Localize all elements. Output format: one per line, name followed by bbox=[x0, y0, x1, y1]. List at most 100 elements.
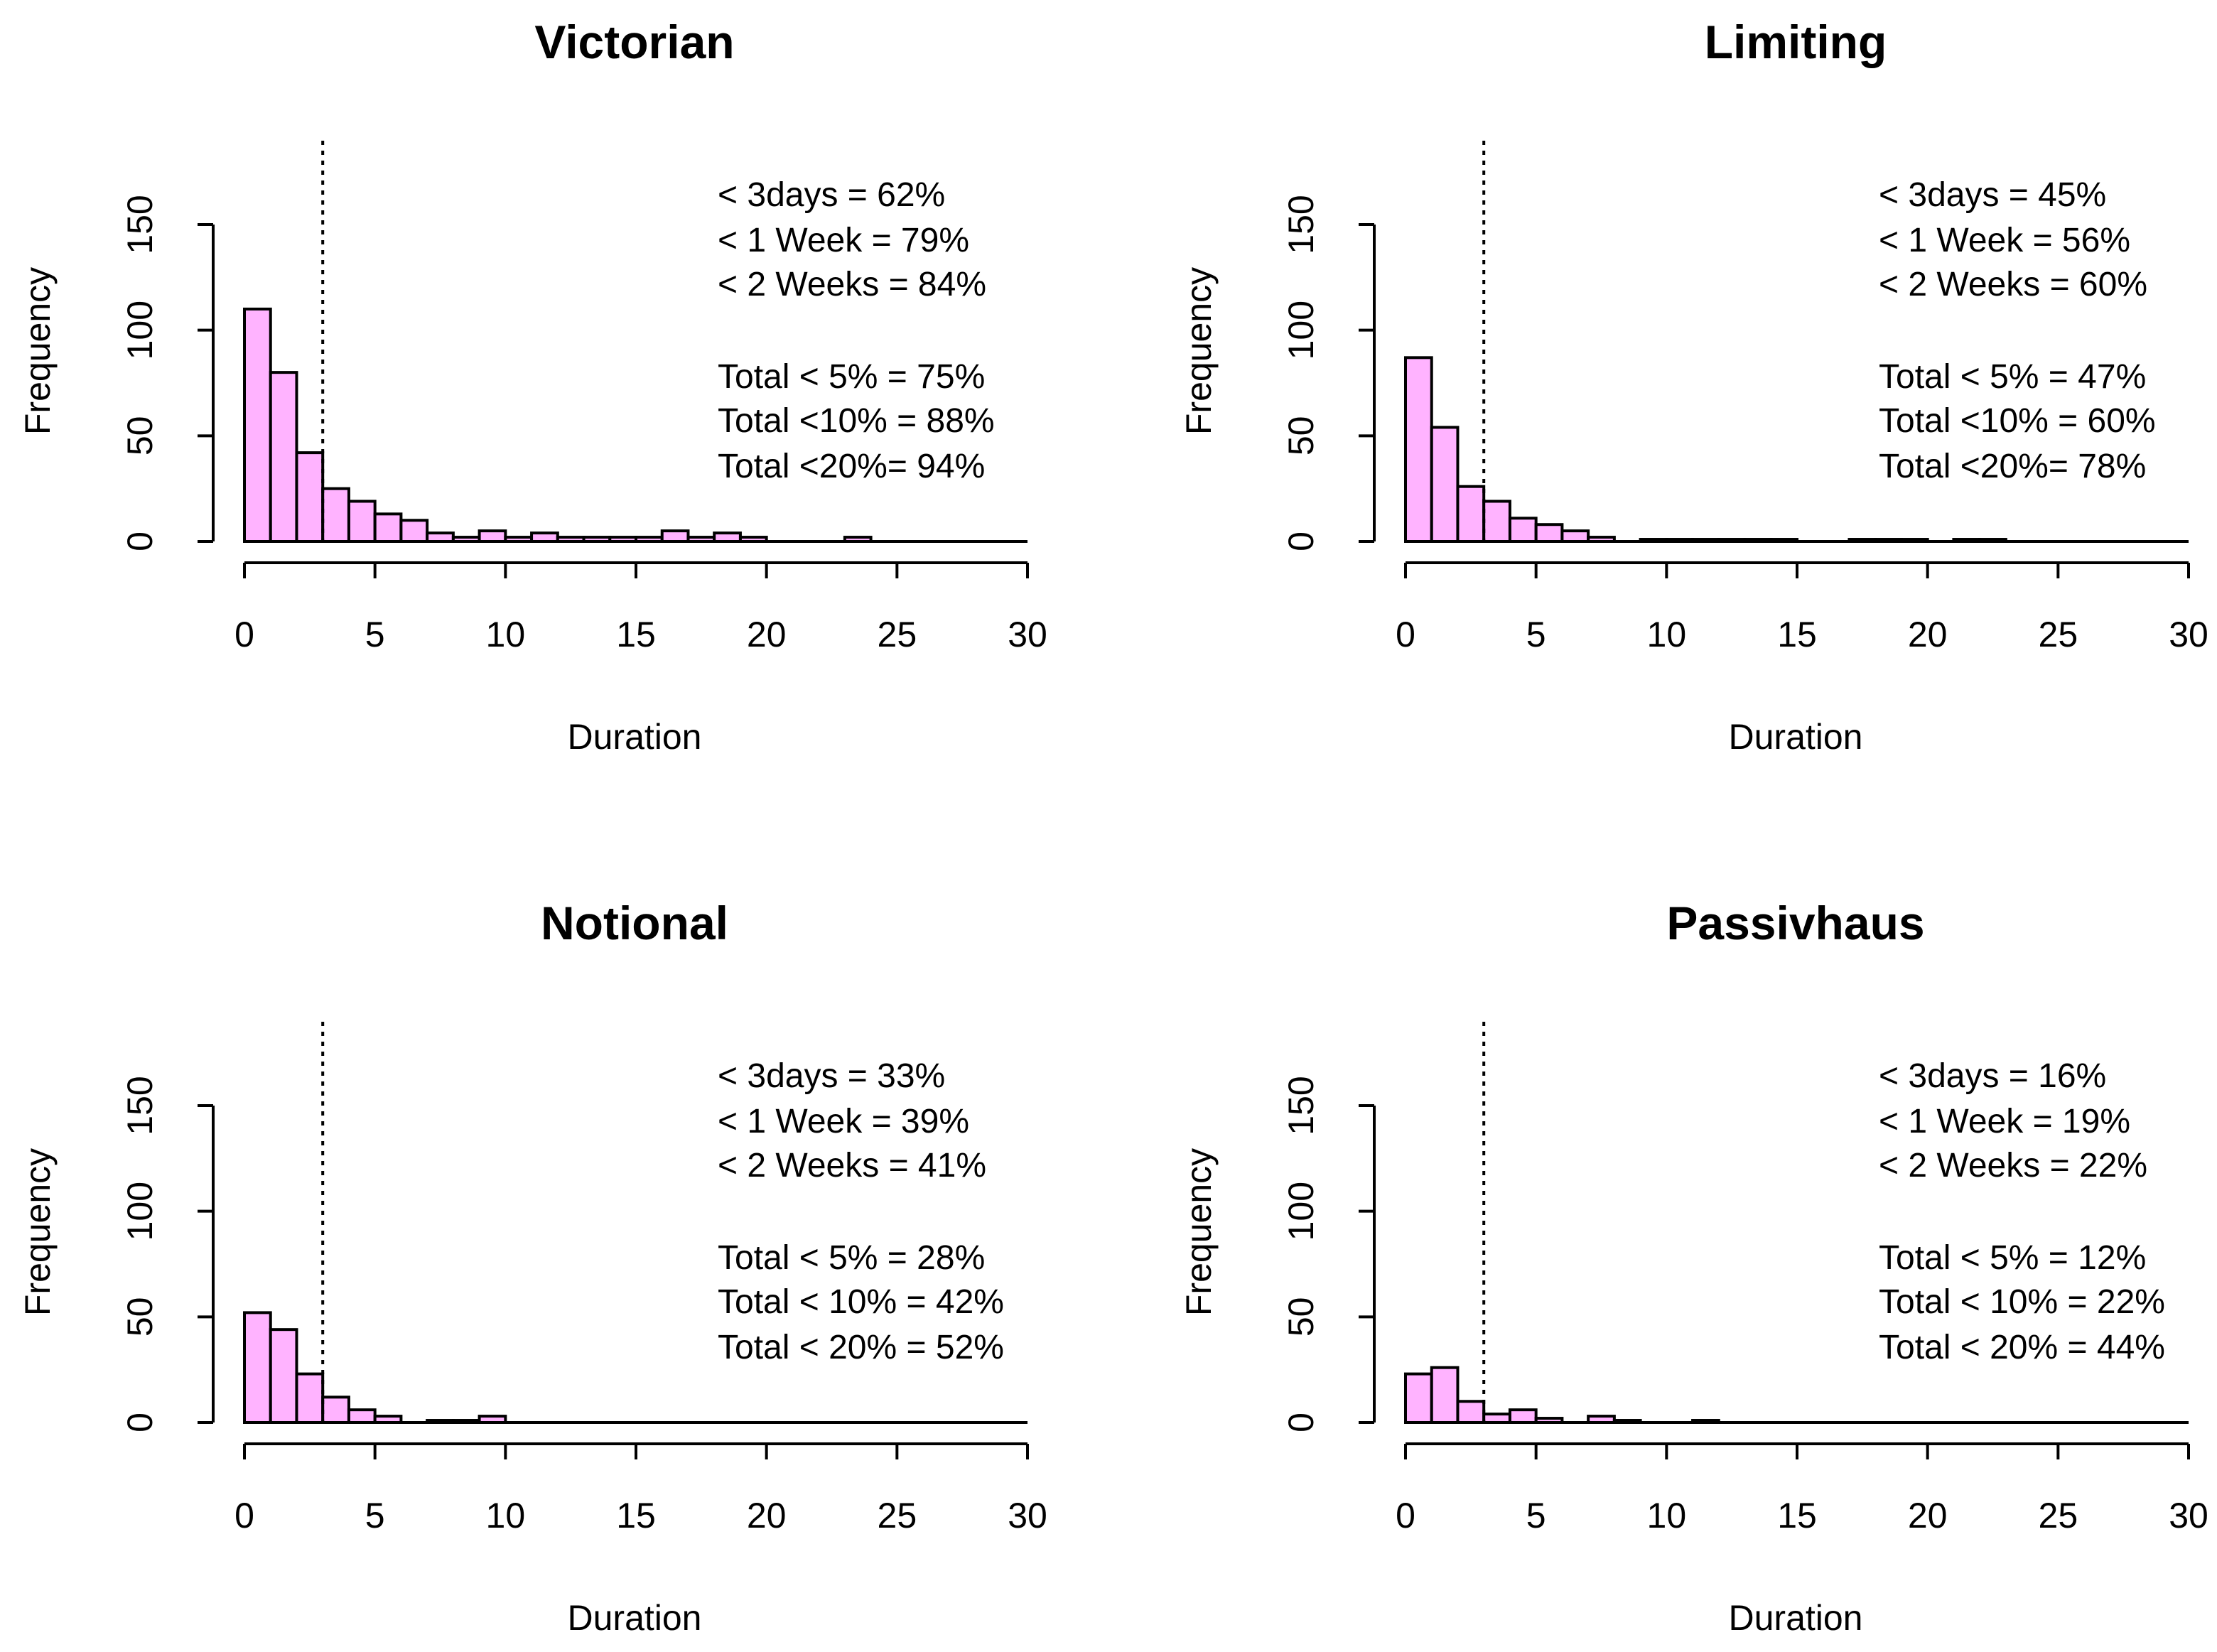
x-tick-label: 10 bbox=[1647, 1496, 1687, 1535]
y-tick-label: 100 bbox=[120, 1182, 160, 1241]
x-tick-label: 15 bbox=[616, 615, 656, 654]
annotation-text: Total < 10% = 42% bbox=[718, 1283, 1004, 1321]
histogram-bar bbox=[269, 1328, 298, 1424]
y-axis-label: Frequency bbox=[18, 1148, 58, 1316]
histogram-panel: Limiting 0 5 10 15 20 25 30 Duration 0 50 100 150 Fre… bbox=[1179, 16, 2208, 757]
histogram-bar bbox=[1456, 485, 1486, 544]
x-tick-label: 0 bbox=[1396, 1496, 1415, 1535]
histogram-bar bbox=[295, 1372, 325, 1425]
histogram-bar bbox=[1534, 523, 1564, 543]
histogram-panel: Notional 0 5 10 15 20 25 30 Duration 0 50 100 150 Fre… bbox=[18, 897, 1047, 1638]
chart-title: Victorian bbox=[534, 16, 734, 68]
annotation-text: < 1 Week = 79% bbox=[718, 222, 969, 259]
x-tick-label: 15 bbox=[616, 1496, 656, 1535]
y-tick-label: 0 bbox=[1281, 531, 1321, 551]
x-tick-label: 5 bbox=[365, 1496, 385, 1535]
x-tick-label: 30 bbox=[1008, 1496, 1047, 1535]
y-tick-label: 50 bbox=[1281, 416, 1321, 456]
annotation-text: < 1 Week = 19% bbox=[1879, 1103, 2130, 1140]
histogram-bar bbox=[478, 529, 507, 544]
y-tick-label: 50 bbox=[120, 1297, 160, 1337]
histogram-bar bbox=[1430, 426, 1460, 543]
annotation-text: Total < 5% = 47% bbox=[1879, 358, 2146, 396]
histogram-bar bbox=[1560, 529, 1590, 544]
histogram-bar bbox=[1404, 356, 1433, 543]
histogram-bar bbox=[399, 519, 429, 543]
x-tick-label: 5 bbox=[365, 615, 385, 654]
annotation-text: < 3days = 45% bbox=[1879, 176, 2106, 214]
x-tick-label: 5 bbox=[1526, 1496, 1546, 1535]
y-tick-label: 100 bbox=[1281, 1182, 1321, 1241]
annotation-text: < 2 Weeks = 22% bbox=[1879, 1147, 2147, 1184]
histogram-bar bbox=[295, 451, 325, 543]
x-tick-label: 20 bbox=[747, 615, 787, 654]
x-tick-label: 30 bbox=[1008, 615, 1047, 654]
histogram-panel: Victorian 0 5 10 15 20 25 30 Duration 0 50 100 150 Fr… bbox=[18, 16, 1047, 757]
x-tick-label: 0 bbox=[234, 615, 254, 654]
x-tick-label: 25 bbox=[878, 615, 917, 654]
histogram-bar bbox=[321, 1395, 350, 1425]
y-tick-label: 0 bbox=[1281, 1413, 1321, 1432]
histogram-bar bbox=[321, 487, 350, 544]
histogram-bar bbox=[347, 1408, 377, 1424]
x-tick-label: 20 bbox=[747, 1496, 787, 1535]
annotation-text: < 3days = 33% bbox=[718, 1057, 945, 1095]
chart-title: Notional bbox=[541, 897, 728, 949]
x-tick-label: 20 bbox=[1908, 1496, 1948, 1535]
y-axis-label: Frequency bbox=[1179, 1148, 1219, 1316]
y-tick-label: 150 bbox=[120, 195, 160, 254]
histogram-bar bbox=[269, 371, 298, 544]
x-tick-label: 10 bbox=[1647, 615, 1687, 654]
annotation-text: < 1 Week = 39% bbox=[718, 1103, 969, 1140]
x-axis-label: Duration bbox=[568, 717, 702, 757]
histogram-bar bbox=[347, 500, 377, 543]
y-tick-label: 50 bbox=[1281, 1297, 1321, 1337]
y-axis-label: Frequency bbox=[18, 267, 58, 435]
y-tick-label: 0 bbox=[120, 1413, 160, 1432]
histogram-bar bbox=[660, 529, 690, 544]
x-tick-label: 20 bbox=[1908, 615, 1948, 654]
annotation-text: < 2 Weeks = 41% bbox=[718, 1147, 986, 1184]
histogram-bar bbox=[1508, 517, 1538, 543]
x-tick-label: 30 bbox=[2169, 615, 2208, 654]
histogram-panel: Passivhaus 0 5 10 15 20 25 30 Duration 0 50 100 150 F… bbox=[1179, 897, 2208, 1638]
annotation-text: Total < 5% = 28% bbox=[718, 1239, 985, 1277]
annotation-text: Total < 20% = 52% bbox=[718, 1329, 1004, 1366]
x-axis-label: Duration bbox=[1729, 1598, 1863, 1638]
annotation-text: < 3days = 16% bbox=[1879, 1057, 2106, 1095]
y-tick-label: 50 bbox=[120, 416, 160, 456]
y-axis-label: Frequency bbox=[1179, 267, 1219, 435]
histogram-bar bbox=[1404, 1372, 1433, 1425]
x-tick-label: 0 bbox=[1396, 615, 1415, 654]
annotation-text: < 2 Weeks = 60% bbox=[1879, 266, 2147, 303]
x-tick-label: 30 bbox=[2169, 1496, 2208, 1535]
x-tick-label: 15 bbox=[1777, 615, 1817, 654]
annotation-text: < 1 Week = 56% bbox=[1879, 222, 2130, 259]
x-tick-label: 25 bbox=[878, 1496, 917, 1535]
x-tick-label: 10 bbox=[486, 615, 526, 654]
y-tick-label: 100 bbox=[1281, 301, 1321, 360]
x-axis-label: Duration bbox=[1729, 717, 1863, 757]
x-tick-label: 10 bbox=[486, 1496, 526, 1535]
annotation-text: Total <10% = 60% bbox=[1879, 402, 2156, 440]
histogram-bar bbox=[243, 307, 272, 543]
chart-title: Passivhaus bbox=[1666, 897, 1924, 949]
annotation-text: Total < 5% = 12% bbox=[1879, 1239, 2146, 1277]
annotation-text: < 2 Weeks = 84% bbox=[718, 266, 986, 303]
chart-title: Limiting bbox=[1705, 16, 1887, 68]
y-tick-label: 150 bbox=[120, 1076, 160, 1135]
x-axis-label: Duration bbox=[568, 1598, 702, 1638]
histogram-bar bbox=[1482, 500, 1511, 543]
annotation-text: < 3days = 62% bbox=[718, 176, 945, 214]
x-tick-label: 0 bbox=[234, 1496, 254, 1535]
histogram-bar bbox=[243, 1311, 272, 1424]
annotation-text: Total < 20% = 44% bbox=[1879, 1329, 2165, 1366]
x-tick-label: 25 bbox=[2039, 1496, 2078, 1535]
histogram-bar bbox=[1456, 1400, 1486, 1424]
histogram-bar bbox=[1508, 1408, 1538, 1424]
y-tick-label: 100 bbox=[120, 301, 160, 360]
annotation-text: Total <10% = 88% bbox=[718, 402, 995, 440]
y-tick-label: 150 bbox=[1281, 195, 1321, 254]
histogram-bar bbox=[1430, 1366, 1460, 1425]
x-tick-label: 15 bbox=[1777, 1496, 1817, 1535]
